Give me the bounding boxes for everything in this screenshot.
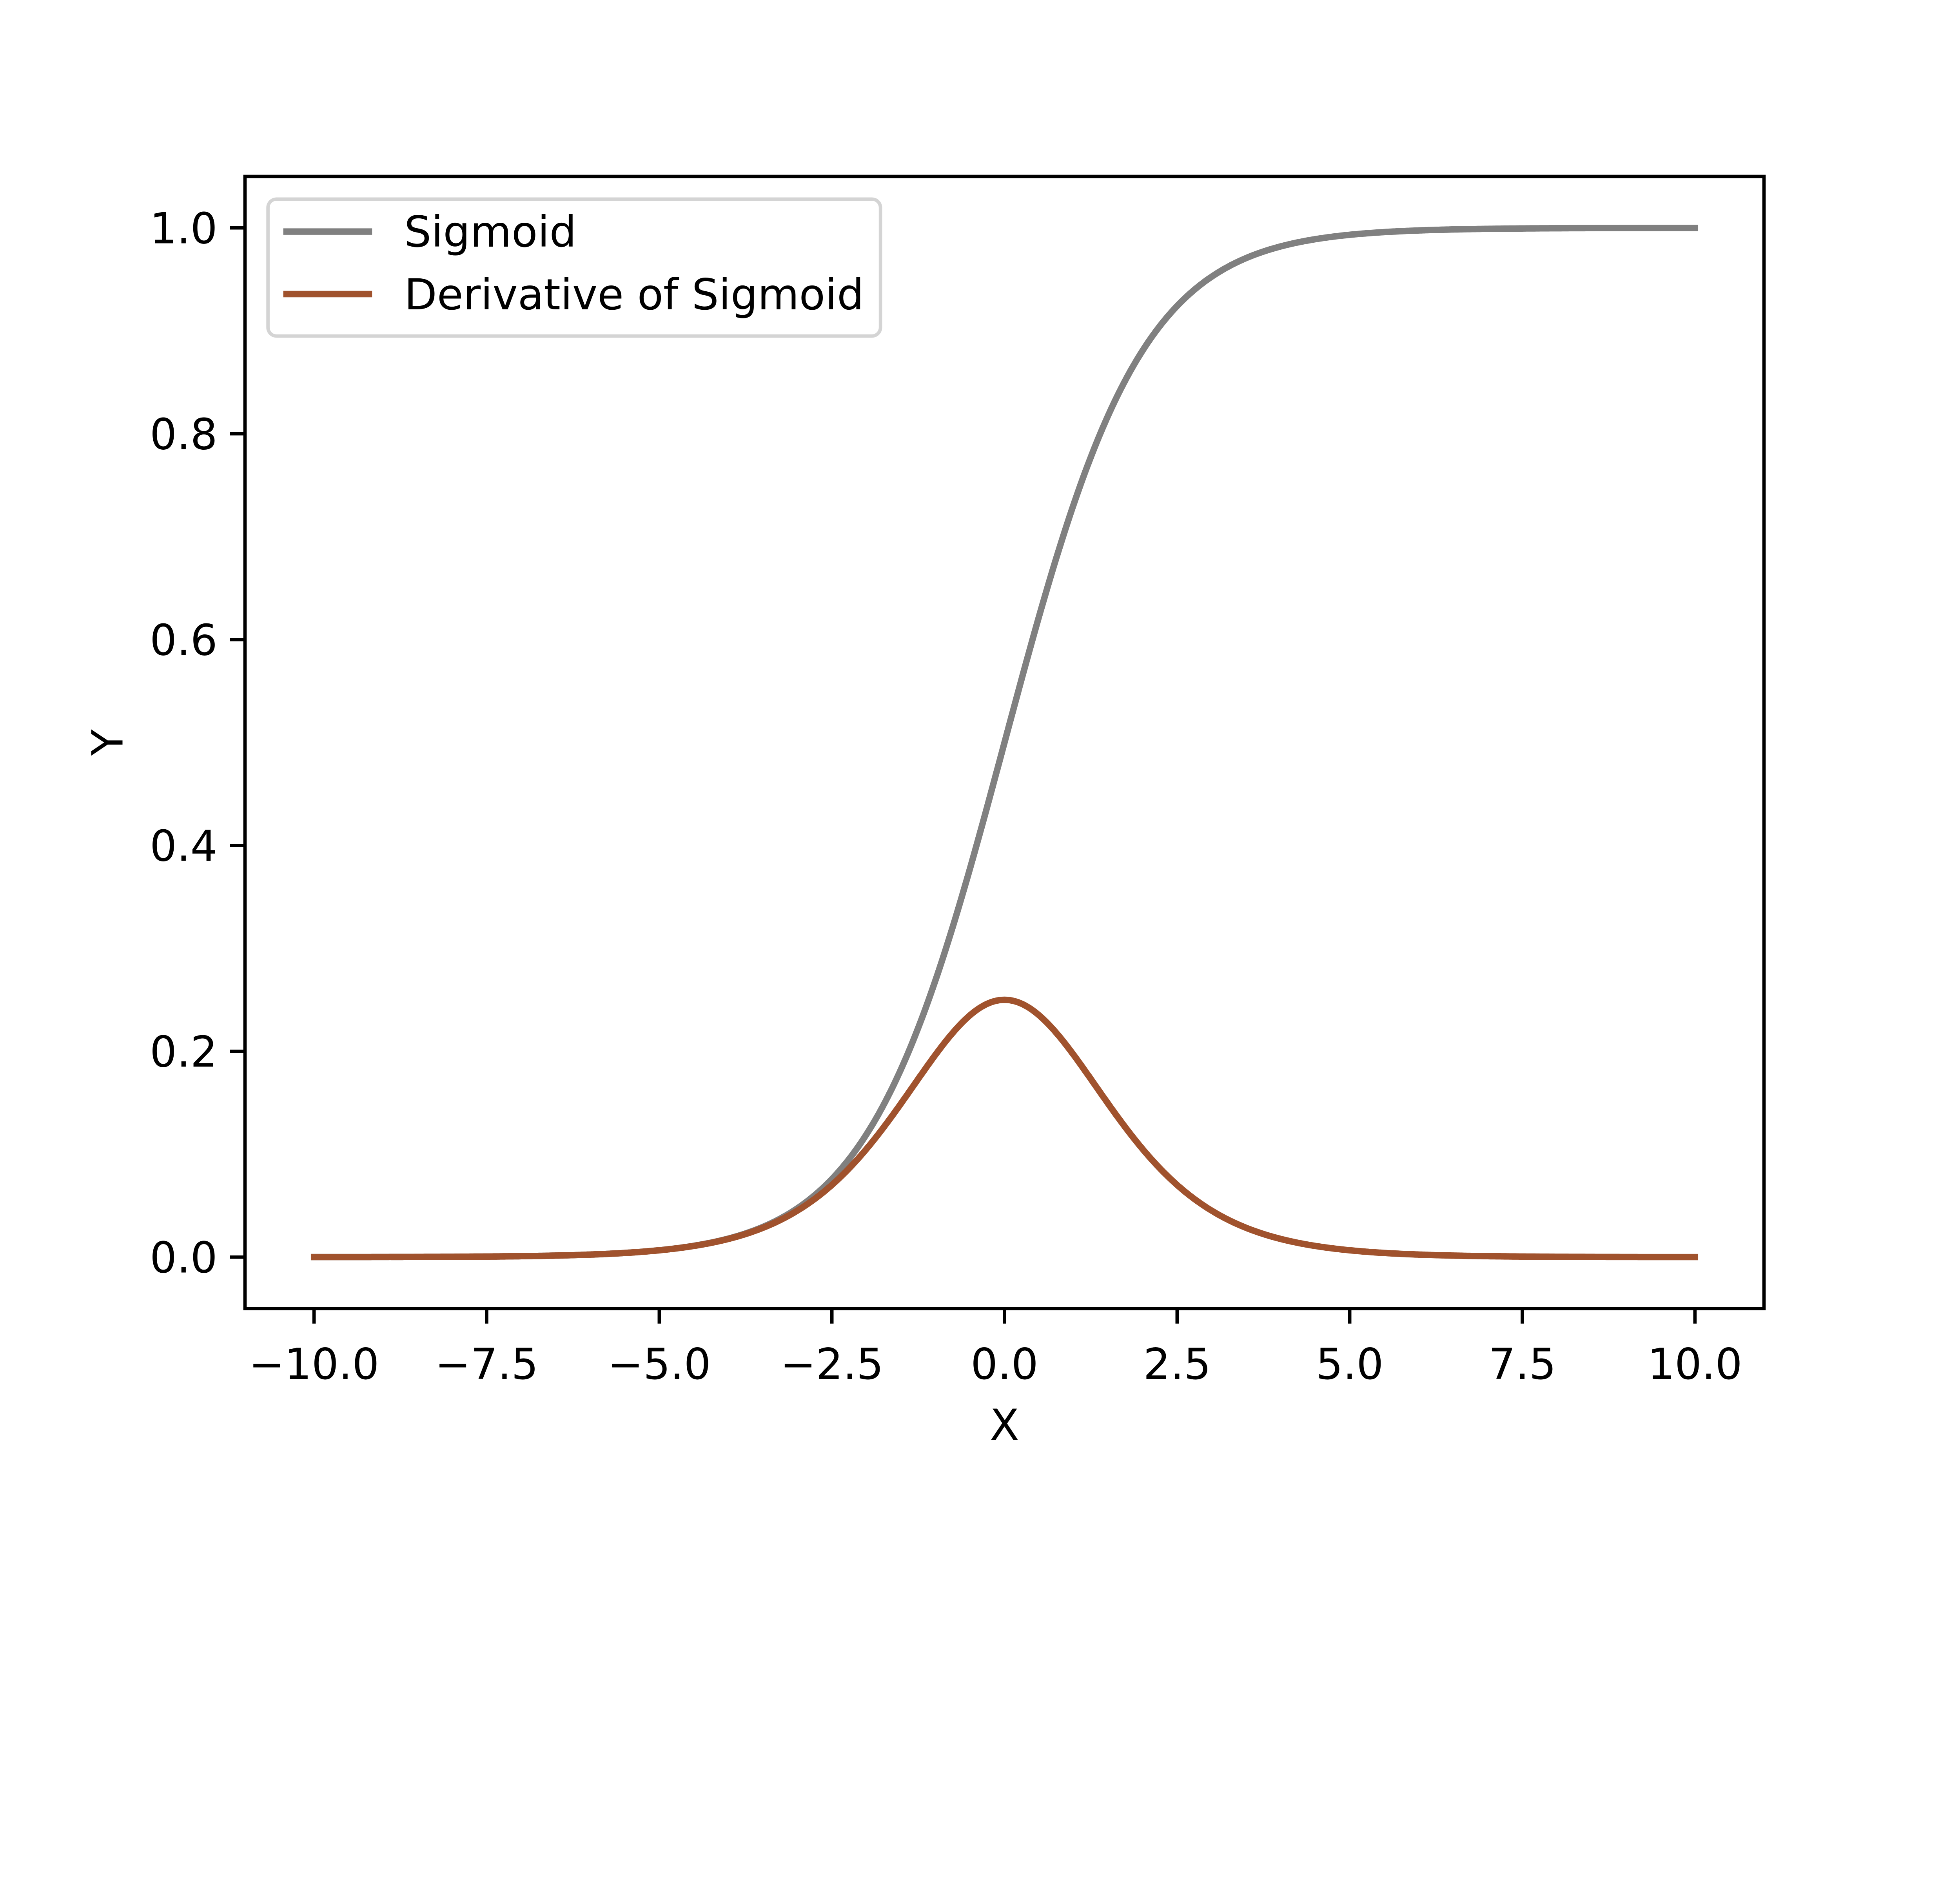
y-tick-label: 1.0	[150, 203, 218, 253]
x-axis-label: X	[990, 1400, 1019, 1450]
x-tick-label: −7.5	[435, 1339, 539, 1389]
x-tick-label: −2.5	[780, 1339, 884, 1389]
x-tick-label: 0.0	[971, 1339, 1038, 1389]
x-tick-label: 7.5	[1488, 1339, 1556, 1389]
y-tick-label: 0.8	[150, 409, 218, 459]
y-tick-label: 0.0	[150, 1233, 218, 1283]
y-axis-label: Y	[83, 729, 133, 756]
y-tick-label: 0.6	[150, 615, 218, 665]
y-tick-label: 0.4	[150, 821, 218, 871]
legend: Sigmoid Derivative of Sigmoid	[266, 197, 882, 338]
series-line-sigmoid	[310, 225, 1699, 1261]
legend-label-sigmoid: Sigmoid	[404, 207, 576, 257]
x-tick-label: 5.0	[1316, 1339, 1384, 1389]
x-tick-label: 10.0	[1648, 1339, 1742, 1389]
y-tick-label: 0.2	[150, 1027, 218, 1077]
x-tick-label: −5.0	[608, 1339, 711, 1389]
series-line-derivative	[310, 996, 1699, 1261]
x-tick-label: −10.0	[249, 1339, 379, 1389]
legend-box	[266, 197, 882, 338]
axes-frame	[243, 174, 1766, 1310]
x-tick-label: 2.5	[1143, 1339, 1211, 1389]
chart: −10.0 −7.5 −5.0 −2.5 0.0 2.5 5.0 7.5 10.0 0.0 0.2 0…	[83, 174, 1766, 1450]
legend-label-derivative: Derivative of Sigmoid	[404, 270, 864, 320]
